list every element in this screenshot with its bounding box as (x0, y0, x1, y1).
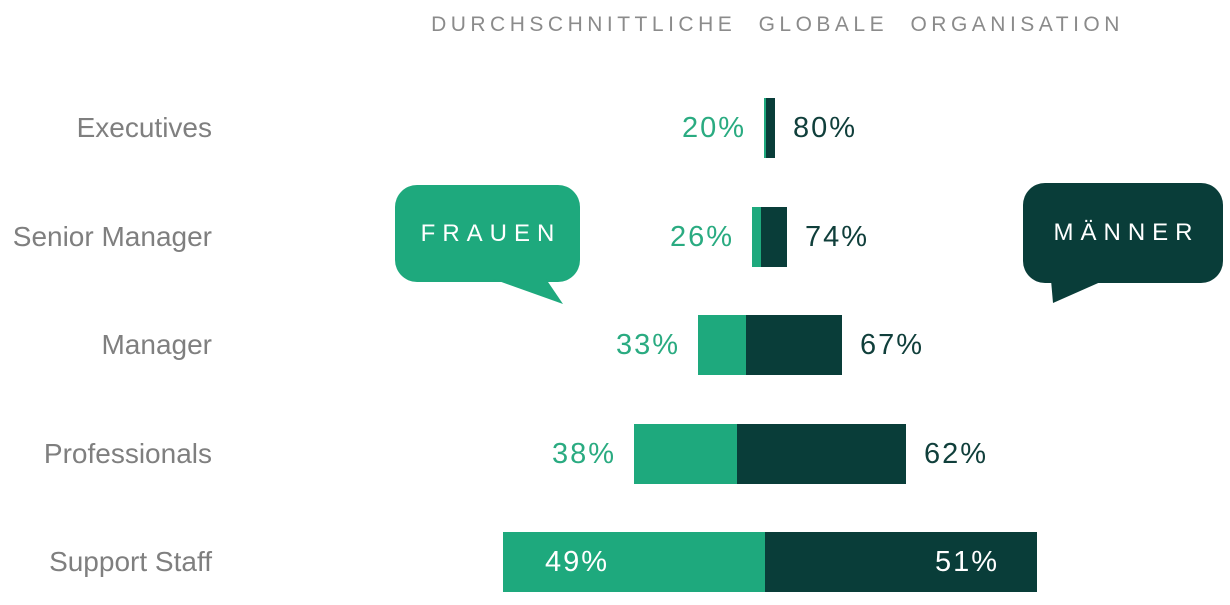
female-pct-professionals: 38% (551, 438, 616, 470)
row-label-professionals: Professionals (43, 438, 212, 469)
bar-segment-male-executives (766, 98, 775, 158)
bar-segment-male-professionals (737, 424, 906, 484)
chart-title: DURCHSCHNITTLICHE GLOBALE ORGANISATION (431, 13, 1124, 36)
frauen-bubble-label: FRAUEN (420, 219, 562, 247)
bar-segment-female-manager (698, 315, 746, 375)
speech-bubble-left-icon (395, 185, 580, 304)
male-pct-executives: 80% (793, 112, 858, 144)
row-label-senior-manager: Senior Manager (12, 221, 212, 252)
female-pct-support-staff: 49% (545, 546, 610, 578)
frauen-legend-bubble: FRAUEN (395, 185, 585, 307)
maenner-bubble-label: MÄNNER (1053, 219, 1200, 246)
bar-segment-male-senior-manager (761, 207, 787, 267)
male-pct-support-staff: 51% (934, 546, 999, 578)
row-label-executives: Executives (76, 112, 212, 143)
bar-executives (764, 98, 775, 158)
bar-manager (698, 315, 842, 375)
bar-professionals (634, 424, 906, 484)
bar-segment-male-manager (746, 315, 842, 375)
female-pct-executives: 20% (681, 112, 746, 144)
row-label-manager: Manager (101, 329, 212, 360)
male-pct-senior-manager: 74% (805, 221, 870, 253)
maenner-legend-bubble: MÄNNER (1023, 183, 1223, 305)
bar-segment-female-support-staff (503, 532, 765, 592)
female-pct-manager: 33% (615, 329, 680, 361)
bar-segment-male-support-staff (765, 532, 1037, 592)
female-pct-senior-manager: 26% (669, 221, 734, 253)
male-pct-manager: 67% (860, 329, 925, 361)
speech-bubble-right-icon (1023, 183, 1223, 303)
bar-segment-female-senior-manager (752, 207, 761, 267)
bar-segment-female-professionals (634, 424, 737, 484)
bar-segment-female-executives (764, 98, 766, 158)
male-pct-professionals: 62% (924, 438, 989, 470)
bar-support-staff (503, 532, 1037, 592)
bar-senior-manager (752, 207, 787, 267)
row-label-support-staff: Support Staff (49, 546, 212, 577)
